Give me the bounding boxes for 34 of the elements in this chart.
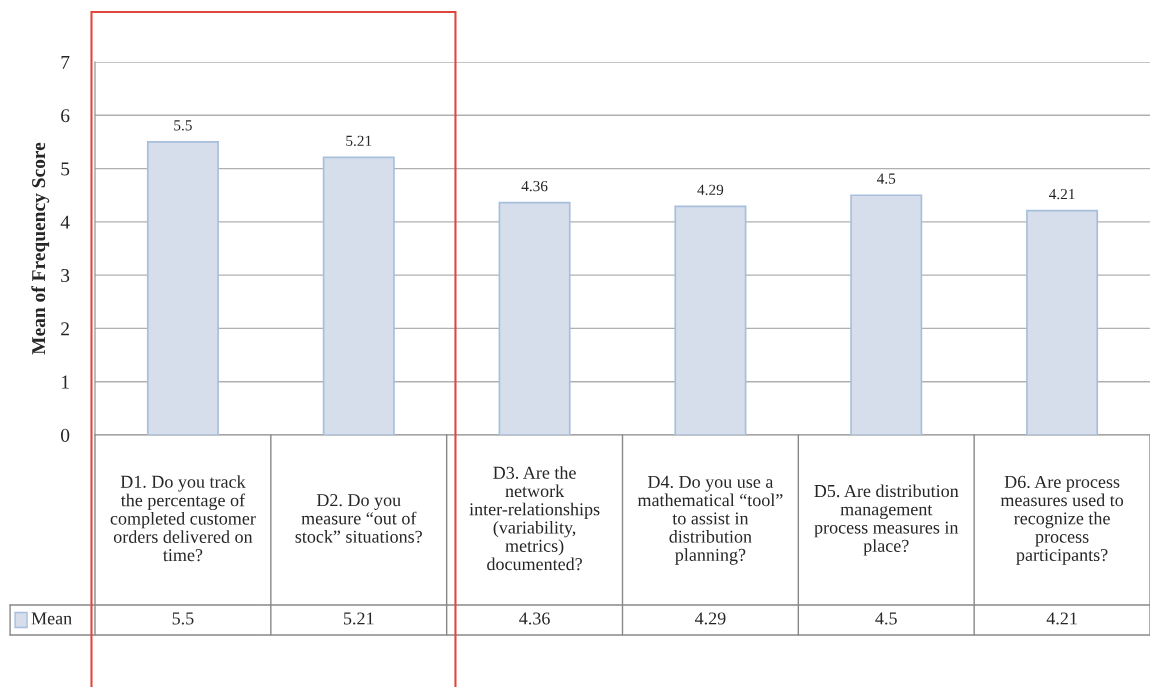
data-label: 5.5	[174, 120, 192, 131]
text: 4.21	[1046, 612, 1077, 625]
y-tick-label: 7	[61, 56, 70, 69]
data-label: 4.5	[877, 173, 896, 184]
y-tick-label: 6	[61, 109, 70, 123]
x-tick-label: D2. Do you measure “out of stock” situations?	[295, 494, 422, 543]
y-tick-label: 2	[61, 322, 69, 336]
data-label: 4.29	[697, 184, 724, 196]
y-tick-label: 0	[61, 428, 70, 442]
text: 4.36	[519, 612, 550, 625]
data-label: 5.21	[346, 135, 372, 147]
x-tick-label: D4. Do you use a mathematical “tool” to assist in distribution planning?	[637, 475, 783, 565]
data-label: 4.21	[1049, 188, 1075, 200]
x-tick-label: D5. Are distribution management process measures in place?	[814, 484, 959, 556]
bar	[1026, 209, 1099, 435]
bar	[498, 201, 571, 435]
y-axis-title: Mean of Frequency Score	[31, 142, 50, 355]
text: 5.5	[172, 612, 194, 625]
x-tick-label: D6. Are process measures used to recognize the process participants?	[1000, 475, 1124, 565]
y-tick-label: 3	[61, 269, 70, 283]
data-label: 4.36	[521, 180, 548, 192]
x-tick-label: D1. Do you track the percentage of completed customer orders delivered on time?	[110, 475, 256, 562]
legend-label: Mean	[31, 612, 72, 625]
text: 5.21	[344, 612, 374, 625]
y-tick-label: 1	[61, 375, 69, 389]
text: 4.29	[694, 612, 726, 625]
y-tick-label: 5	[61, 162, 70, 176]
bar	[674, 205, 747, 435]
bar	[322, 156, 395, 435]
bar	[146, 141, 219, 435]
bar	[850, 194, 923, 435]
x-tick-label: D3. Are the network inter-relationships (variability, metrics) documented?	[469, 466, 600, 571]
text: 4.5	[875, 612, 897, 625]
y-tick-label: 4	[60, 215, 70, 229]
